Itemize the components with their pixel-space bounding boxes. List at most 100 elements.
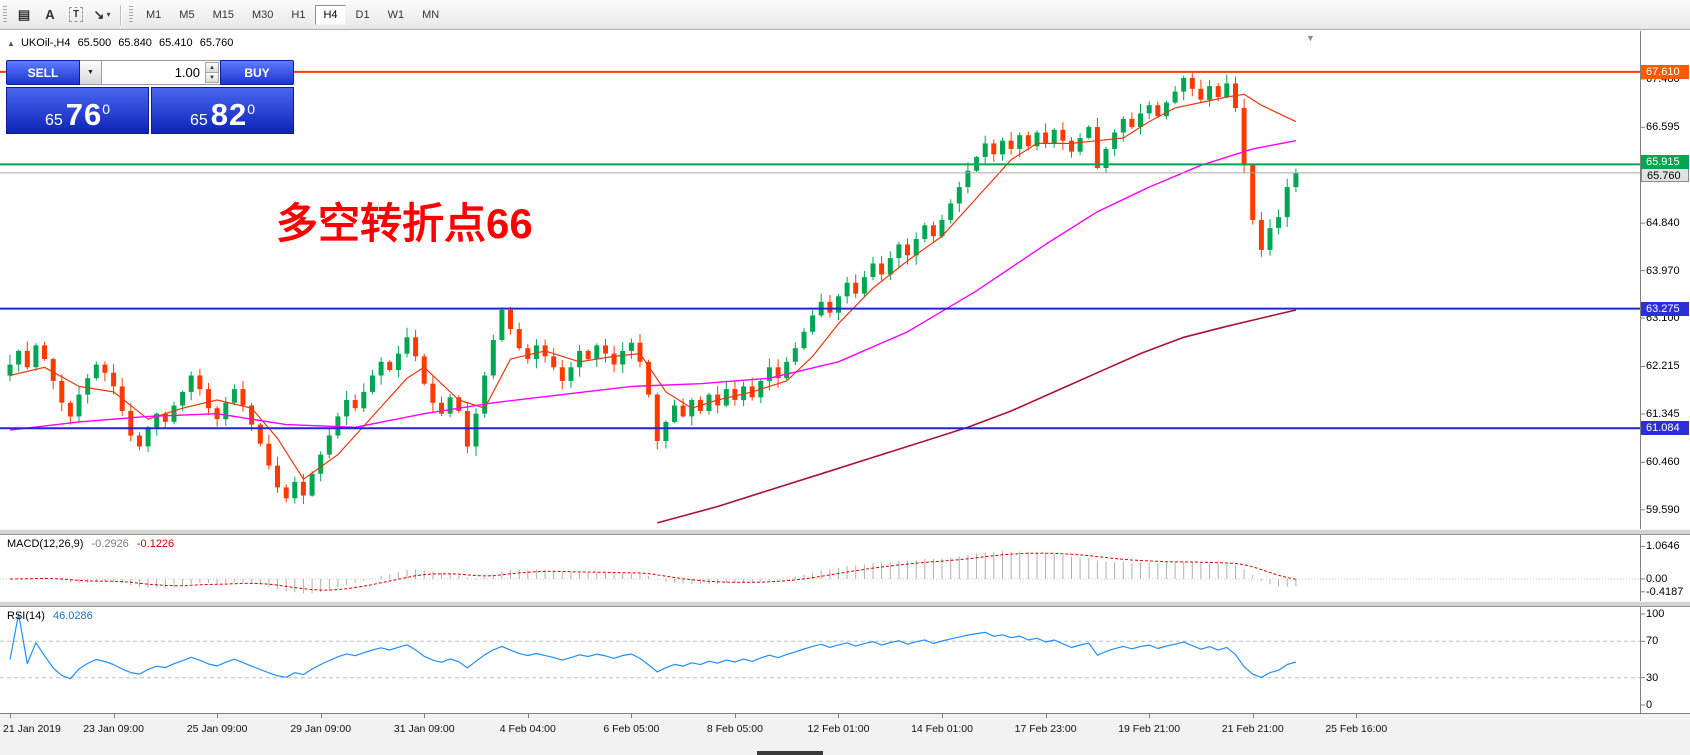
rsi-axis-label: 100	[1646, 608, 1665, 620]
timeframe-w1-button[interactable]: W1	[387, 8, 405, 21]
time-axis-tick	[113, 714, 115, 718]
price-axis-label: 62.215	[1646, 360, 1680, 373]
toolbar-separator	[120, 4, 121, 25]
price-axis-label: 64.840	[1646, 217, 1680, 230]
time-axis-tick	[1045, 714, 1047, 718]
macd-name: MACD(12,26,9)	[7, 538, 84, 550]
macd-axis-label: 0.00	[1646, 573, 1668, 585]
taskbar-peek[interactable]	[757, 751, 823, 755]
timeframe-d1-button[interactable]: D1	[355, 8, 370, 21]
macd-signal-value: -0.1226	[136, 538, 175, 550]
toolbar-tools: ▤ A T ↘ ▾	[11, 4, 115, 26]
rsi-axis-label: 0	[1646, 699, 1653, 711]
timeframe-m15-button[interactable]: M15	[212, 8, 234, 21]
time-axis-label: 21 Feb 21:00	[1221, 723, 1284, 735]
ohlc-high: 65.840	[118, 37, 152, 49]
volume-value[interactable]: 1.00	[174, 65, 200, 80]
time-axis-tick	[217, 714, 219, 718]
buy-price-units: 65	[189, 112, 208, 129]
dropdown-caret-icon: ▾	[106, 10, 111, 19]
timeframe-h4-button[interactable]: H4	[315, 4, 346, 25]
rsi-axis-label: 30	[1646, 671, 1659, 684]
time-axis-tick	[631, 714, 633, 718]
price-axis-label: 66.595	[1646, 121, 1680, 134]
templates-button[interactable]: ▤	[13, 4, 35, 26]
rsi-header: RSI(14) 46.0286	[7, 610, 98, 622]
volume-decrease-button[interactable]: ▼	[205, 72, 219, 83]
chart-symbol-header: ▲ UKOil-,H4 65.500 65.840 65.410 65.760	[7, 37, 237, 49]
draw-arrows-button[interactable]: ↘ ▾	[91, 4, 113, 26]
time-axis-tick	[424, 714, 426, 718]
collapse-panel-icon[interactable]: ▲	[7, 39, 15, 48]
volume-dropdown-button[interactable]: ▼	[80, 60, 102, 85]
time-axis-label: 12 Feb 01:00	[807, 723, 870, 735]
time-axis-label: 6 Feb 05:00	[603, 723, 660, 735]
toolbar-grip-2[interactable]	[129, 5, 133, 24]
time-axis-tick	[10, 714, 11, 718]
time-axis-label: 25 Feb 16:00	[1325, 723, 1388, 735]
sell-price-units: 65	[44, 112, 63, 129]
price-marker-63.275: 63.275	[1641, 301, 1689, 316]
ohlc-open: 65.500	[77, 37, 112, 49]
time-axis-tick	[838, 714, 840, 718]
templates-icon: ▤	[17, 6, 31, 22]
ohlc-low: 65.410	[159, 37, 193, 49]
time-axis-tick	[1252, 714, 1254, 718]
time-axis-tick	[1356, 714, 1358, 718]
pane-separator-rsi[interactable]	[0, 601, 1690, 607]
one-click-trading-panel: SELL ▼ 1.00 ▲ ▼ BUY 65 76 0 65 82 0	[6, 60, 294, 134]
time-axis[interactable]: 21 Jan 2019 23 Jan 09:00 25 Jan 09:00 29 Ja…	[0, 713, 1690, 755]
rsi-name: RSI(14)	[7, 610, 45, 622]
price-marker-65.760: 65.760	[1641, 167, 1689, 182]
timeframe-m1-button[interactable]: M1	[146, 8, 162, 21]
pane-separator-macd[interactable]	[0, 529, 1690, 535]
time-axis-label: 31 Jan 09:00	[393, 723, 455, 735]
sell-price-pips: 76	[65, 97, 103, 132]
price-axis-label: 63.970	[1646, 264, 1680, 277]
toolbar: ▤ A T ↘ ▾ M1 M5 M15 M30 H1 H4 D1 W1 MN	[0, 0, 1690, 30]
time-axis-tick	[320, 714, 322, 718]
time-axis-label: 23 Jan 09:00	[83, 723, 144, 735]
time-axis-label: 14 Feb 01:00	[911, 723, 973, 735]
timeframe-m30-button[interactable]: M30	[251, 8, 274, 21]
macd-axis-label: 1.0646	[1646, 540, 1680, 553]
time-axis-tick	[734, 714, 736, 718]
text-icon: T	[68, 7, 84, 22]
buy-price-frac: 0	[247, 101, 256, 117]
text-label-button[interactable]: A	[39, 4, 61, 26]
macd-value: -0.2926	[91, 538, 129, 550]
sell-price-frac: 0	[102, 101, 111, 117]
price-marker-65.915: 65.915	[1641, 155, 1689, 170]
text-label-icon: A	[45, 7, 55, 22]
price-marker-61.084: 61.084	[1641, 421, 1689, 436]
time-axis-label: 29 Jan 09:00	[290, 723, 352, 735]
time-axis-label: 17 Feb 23:00	[1014, 723, 1077, 735]
price-axis[interactable]: 67.480 66.595 64.840 63.970 63.100 62.215 61.3…	[1641, 0, 1690, 755]
sell-button[interactable]: SELL	[6, 60, 80, 85]
toolbar-grip[interactable]	[3, 5, 7, 24]
buy-price-display[interactable]: 65 82 0	[151, 87, 294, 134]
timeframe-mn-button[interactable]: MN	[422, 8, 440, 21]
time-axis-label: 8 Feb 05:00	[706, 723, 763, 735]
price-axis-label: 61.345	[1646, 407, 1680, 420]
chart-annotation: 多空转折点66	[276, 200, 533, 247]
time-axis-tick	[527, 714, 529, 718]
rsi-value: 46.0286	[52, 610, 93, 622]
timeframe-m5-button[interactable]: M5	[179, 8, 195, 21]
time-axis-label: 19 Feb 21:00	[1118, 723, 1181, 735]
timeframe-bar: M1 M5 M15 M30 H1 H4 D1 W1 MN	[137, 4, 448, 25]
price-marker-67.610: 67.610	[1641, 64, 1689, 79]
symbol-timeframe: UKOil-,H4	[20, 37, 71, 49]
ohlc-close: 65.760	[199, 37, 234, 49]
time-axis-label: 25 Jan 09:00	[186, 723, 248, 735]
time-axis-tick	[1149, 714, 1151, 718]
price-axis-label: 60.460	[1646, 456, 1680, 469]
sell-price-display[interactable]: 65 76 0	[6, 87, 149, 134]
timeframe-h1-button[interactable]: H1	[291, 8, 306, 21]
chart-shift-marker-icon: ▼	[1306, 33, 1315, 43]
buy-button[interactable]: BUY	[220, 60, 294, 85]
text-button[interactable]: T	[65, 4, 87, 26]
price-axis-label: 59.590	[1646, 503, 1680, 516]
volume-input[interactable]: 1.00 ▲ ▼	[102, 60, 220, 85]
